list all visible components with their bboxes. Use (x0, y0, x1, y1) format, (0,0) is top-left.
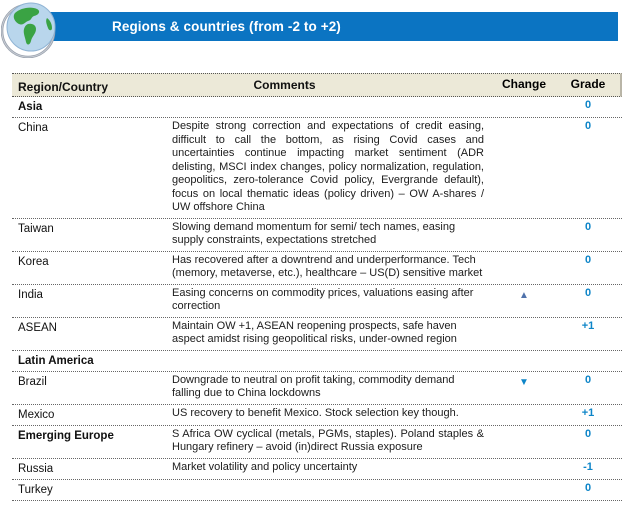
table-row: Russia Market volatility and policy uncer… (12, 459, 622, 480)
change-cell (484, 318, 564, 350)
region-name: Asia (18, 101, 43, 113)
grade-value: 0 (584, 99, 592, 111)
region-name: Korea (18, 255, 49, 268)
table-row: China Despite strong correction and expec… (12, 118, 622, 219)
table-header-row: Region/Country Comments Change Grade (12, 73, 622, 97)
table-row: ASEAN Maintain OW +1, ASEAN reopening pro… (12, 318, 622, 351)
comment-text: Despite strong correction and expectatio… (172, 120, 484, 213)
column-header-comments: Comments (253, 78, 316, 92)
table-row: Turkey 0 (12, 480, 622, 501)
change-cell (484, 351, 564, 371)
change-cell (484, 219, 564, 251)
column-header-region: Region/Country (18, 79, 108, 94)
comment-text (172, 351, 484, 371)
comment-text: Slowing demand momentum for semi/ tech n… (172, 220, 456, 247)
change-cell (484, 480, 564, 500)
region-name: Russia (18, 462, 54, 475)
section-title-bar: Regions & countries (from -2 to +2) (30, 12, 618, 41)
change-cell (484, 405, 564, 425)
page-title: Regions & countries (from -2 to +2) (112, 19, 341, 34)
region-name: India (18, 288, 43, 301)
regions-table: Region/Country Comments Change Grade Asi… (12, 73, 622, 501)
grade-value (564, 351, 612, 371)
grade-value: 0 (584, 120, 592, 132)
comment-text: Maintain OW +1, ASEAN reopening prospect… (172, 319, 457, 346)
column-header-grade: Grade (570, 77, 606, 92)
table-row: Latin America (12, 351, 622, 372)
grade-value: 0 (584, 427, 592, 440)
change-cell (484, 97, 564, 117)
grade-value: +1 (581, 319, 595, 332)
region-name: Latin America (18, 354, 94, 367)
table-row: Asia 0 (12, 97, 622, 118)
table-row: Brazil Downgrade to neutral on profit tak… (12, 372, 622, 405)
region-name: Mexico (18, 408, 55, 421)
grade-value: 0 (584, 220, 592, 233)
table-row: India Easing concerns on commodity prices… (12, 285, 622, 318)
grade-value: +1 (581, 406, 595, 419)
grade-value: 0 (584, 286, 592, 299)
change-up-icon: ▲ (519, 289, 529, 301)
comment-text (172, 480, 484, 500)
grade-value: -1 (583, 460, 593, 473)
grade-value: 0 (584, 481, 592, 494)
table-body: Asia 0 China Despite strong correction and … (12, 97, 622, 501)
comment-text: S Africa OW cyclical (metals, PGMs, stap… (172, 427, 484, 454)
change-cell (484, 459, 564, 479)
table-row: Taiwan Slowing demand momentum for semi/ … (12, 219, 622, 252)
comment-text: Market volatility and policy uncertainty (172, 460, 358, 473)
grade-value: 0 (584, 373, 592, 386)
region-name: Emerging Europe (18, 429, 114, 442)
table-row: Korea Has recovered after a downtrend and… (12, 252, 622, 285)
change-cell (484, 252, 564, 284)
region-name: Turkey (18, 483, 53, 496)
comment-text: Downgrade to neutral on profit taking, c… (172, 373, 455, 400)
change-down-icon: ▼ (519, 376, 529, 388)
globe-icon (1, 2, 56, 58)
comment-text: Easing concerns on commodity prices, val… (172, 286, 474, 313)
region-name: ASEAN (18, 321, 57, 334)
table-row: Mexico US recovery to benefit Mexico. Sto… (12, 405, 622, 426)
change-cell (484, 426, 564, 458)
comment-text (172, 97, 484, 117)
region-name: Taiwan (18, 222, 54, 235)
comment-text: US recovery to benefit Mexico. Stock sel… (172, 406, 459, 419)
table-row: Emerging Europe S Africa OW cyclical (met… (12, 426, 622, 459)
change-cell (484, 118, 564, 218)
comment-text: Has recovered after a downtrend and unde… (172, 253, 483, 280)
grade-value: 0 (584, 253, 592, 266)
region-name: China (18, 122, 49, 134)
column-header-change: Change (501, 77, 546, 92)
region-name: Brazil (18, 375, 47, 388)
